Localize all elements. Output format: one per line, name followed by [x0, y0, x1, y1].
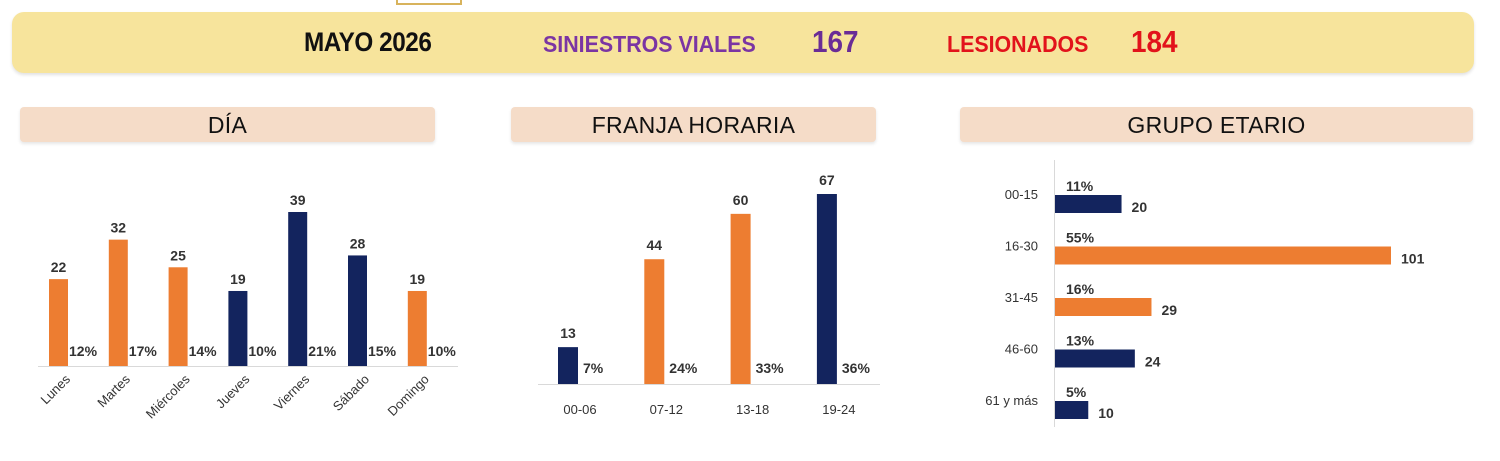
- dia-value-label: 22: [51, 259, 67, 275]
- dia-bar: [228, 290, 248, 366]
- grupo-percent-label: 55%: [1066, 230, 1095, 246]
- franja-category-label: 07-12: [650, 402, 683, 417]
- franja-category-label: 13-18: [736, 402, 769, 417]
- franja-value-label: 60: [733, 192, 749, 208]
- franja-bar: [644, 259, 665, 384]
- grupo-percent-label: 13%: [1066, 333, 1095, 349]
- grupo-chart-title: GRUPO ETARIO: [960, 107, 1473, 142]
- dia-category-label: Viernes: [271, 371, 313, 413]
- dia-chart-title: DÍA: [20, 107, 435, 142]
- grupo-bar: [1055, 401, 1089, 419]
- franja-bar: [730, 213, 751, 384]
- franja-percent-label: 24%: [669, 360, 698, 376]
- grupo-bar: [1055, 246, 1391, 265]
- grupo-bar: [1055, 195, 1122, 213]
- dia-bar: [288, 212, 308, 366]
- franja-value-label: 13: [560, 325, 576, 341]
- dia-percent-label: 14%: [189, 343, 218, 359]
- dia-percent-label: 21%: [308, 343, 337, 359]
- grupo-percent-label: 5%: [1066, 384, 1087, 400]
- dia-percent-label: 17%: [129, 343, 158, 359]
- franja-chart-title: FRANJA HORARIA: [511, 107, 876, 142]
- summary-banner: MAYO 2026 SINIESTROS VIALES 167 LESIONAD…: [12, 12, 1474, 73]
- dia-bar: [407, 290, 427, 366]
- dia-category-label: Sábado: [330, 372, 372, 414]
- dia-percent-label: 10%: [428, 343, 457, 359]
- franja-percent-label: 33%: [756, 360, 785, 376]
- grupo-bar: [1055, 298, 1152, 316]
- grupo-category-label: 31-45: [1005, 290, 1038, 305]
- lesionados-label: LESIONADOS: [947, 31, 1089, 57]
- franja-bar: [816, 194, 837, 384]
- dia-value-label: 32: [111, 220, 127, 236]
- dia-bar: [348, 255, 367, 366]
- grupo-value-label: 29: [1161, 302, 1177, 318]
- dia-percent-label: 12%: [69, 343, 98, 359]
- dia-category-label: Miércoles: [143, 371, 193, 421]
- dia-bar: [108, 239, 128, 366]
- dia-value-label: 19: [410, 271, 426, 287]
- siniestros-label: SINIESTROS VIALES: [543, 31, 756, 57]
- dia-category-label: Martes: [94, 371, 133, 410]
- grupo-category-label: 16-30: [1005, 239, 1038, 254]
- dia-value-label: 28: [350, 235, 366, 251]
- top-tab-decoration: [396, 0, 462, 5]
- franja-category-label: 19-24: [822, 402, 855, 417]
- dia-percent-label: 10%: [248, 343, 277, 359]
- franja-category-label: 00-06: [563, 402, 596, 417]
- franja-percent-label: 36%: [842, 360, 871, 376]
- grupo-value-label: 101: [1401, 251, 1425, 267]
- franja-value-label: 67: [819, 172, 835, 188]
- grupo-percent-label: 16%: [1066, 281, 1095, 297]
- grupo-category-label: 46-60: [1005, 342, 1038, 357]
- dia-bar: [168, 267, 188, 366]
- franja-bar: [558, 347, 578, 384]
- franja-value-label: 44: [647, 237, 663, 253]
- dia-value-label: 39: [290, 192, 306, 208]
- grupo-category-label: 61 y más: [985, 393, 1038, 408]
- dia-category-label: Lunes: [37, 371, 73, 407]
- grupo-value-label: 10: [1098, 405, 1114, 421]
- grupo-percent-label: 11%: [1066, 178, 1094, 194]
- month-label: MAYO 2026: [304, 27, 432, 57]
- franja-percent-label: 7%: [583, 360, 604, 376]
- grupo-value-label: 24: [1145, 354, 1161, 370]
- grupo-category-label: 00-15: [1005, 187, 1038, 202]
- dia-category-label: Jueves: [213, 371, 253, 411]
- grupo-value-label: 20: [1132, 199, 1148, 215]
- dia-category-label: Domingo: [385, 372, 432, 419]
- lesionados-value: 184: [1131, 24, 1178, 59]
- grupo-bar: [1055, 349, 1135, 368]
- dia-value-label: 19: [230, 271, 246, 287]
- dia-bar: [49, 279, 68, 366]
- dia-percent-label: 15%: [368, 343, 397, 359]
- dia-value-label: 25: [170, 247, 186, 263]
- siniestros-value: 167: [812, 24, 859, 59]
